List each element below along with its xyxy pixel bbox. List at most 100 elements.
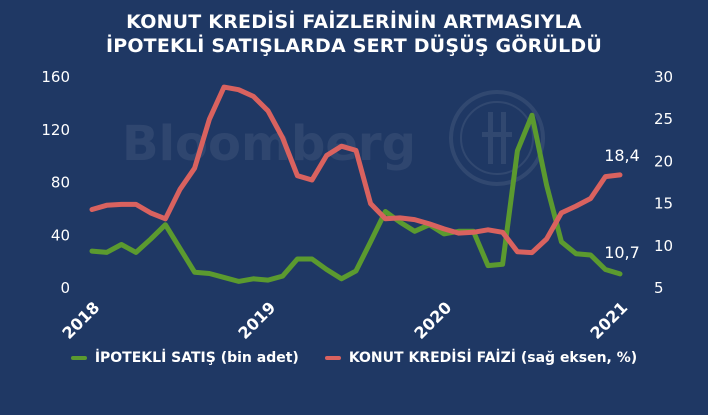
x-tick-label: 2021 <box>586 298 631 343</box>
data-point <box>135 203 137 205</box>
data-point <box>604 269 606 270</box>
data-point <box>355 149 357 151</box>
data-point <box>340 278 342 280</box>
data-point <box>179 247 181 249</box>
right-axis: 5 10 15 20 25 30 <box>654 68 673 297</box>
data-point <box>487 229 489 231</box>
data-point <box>296 258 298 260</box>
legend: İPOTEKLİ SATIŞ (bin adet) KONUT KREDİSİ … <box>0 350 708 366</box>
annotation-layer: 18,4 10,7 <box>604 146 640 262</box>
data-point <box>428 223 430 225</box>
data-point <box>208 118 210 120</box>
data-point <box>502 231 504 233</box>
bloomberg-watermark: Bloomberg <box>122 116 416 172</box>
series-layer <box>89 84 623 284</box>
data-point <box>164 218 166 220</box>
data-point <box>91 209 93 210</box>
left-tick-label: 160 <box>41 68 70 86</box>
data-point <box>91 250 93 252</box>
data-point <box>223 86 225 88</box>
data-point <box>311 179 313 181</box>
data-point <box>414 230 416 232</box>
data-point <box>516 251 518 253</box>
data-point <box>575 253 577 255</box>
data-point <box>267 279 269 281</box>
chart-title: KONUT KREDİSİ FAİZLERİNİN ARTMASIYLA İPO… <box>0 10 708 58</box>
data-point <box>208 273 210 274</box>
right-tick-label: 30 <box>654 68 673 86</box>
data-point <box>472 231 474 233</box>
data-point <box>370 241 372 243</box>
data-point <box>106 251 108 253</box>
left-tick-label: 40 <box>51 226 70 244</box>
x-tick-label: 2018 <box>58 298 103 343</box>
data-point <box>355 270 357 272</box>
data-point <box>179 188 181 190</box>
data-point <box>531 252 533 254</box>
right-tick-label: 20 <box>654 152 673 170</box>
legend-item-mortgage-rate: KONUT KREDİSİ FAİZİ (sağ eksen, %) <box>324 350 638 366</box>
legend-item-mortgage-sales: İPOTEKLİ SATIŞ (bin adet) <box>70 350 299 366</box>
x-axis: 2018 2019 2020 2021 <box>58 298 631 343</box>
data-point <box>194 271 196 273</box>
data-point <box>560 241 562 243</box>
data-point <box>150 212 152 214</box>
data-point <box>370 203 372 205</box>
data-point <box>267 110 269 112</box>
left-tick-label: 0 <box>60 279 70 297</box>
data-point <box>282 275 284 277</box>
data-point <box>296 175 298 177</box>
data-point <box>560 212 562 214</box>
data-point <box>150 238 152 240</box>
data-point <box>443 228 445 230</box>
data-point <box>135 251 137 253</box>
x-tick-label: 2020 <box>410 298 455 343</box>
data-point <box>164 224 166 226</box>
left-axis: 0 40 80 120 160 <box>41 68 70 297</box>
left-tick-label: 80 <box>51 174 70 192</box>
legend-label-mortgage-sales: İPOTEKLİ SATIŞ (bin adet) <box>94 350 299 366</box>
right-tick-label: 10 <box>654 237 673 255</box>
data-point <box>414 219 416 221</box>
data-point <box>223 276 225 278</box>
data-point <box>384 211 386 212</box>
data-point <box>604 176 606 178</box>
data-point <box>120 203 122 205</box>
data-point <box>238 280 240 282</box>
data-point <box>546 184 548 186</box>
legend-swatch-red <box>324 356 341 360</box>
data-point <box>194 167 196 169</box>
data-point <box>487 265 489 267</box>
data-point <box>252 278 254 280</box>
legend-swatch-green <box>70 356 87 360</box>
data-point <box>516 150 518 152</box>
data-point <box>282 137 284 139</box>
data-point <box>120 244 122 245</box>
rate-end-label: 18,4 <box>604 146 640 165</box>
data-point <box>399 221 401 223</box>
right-tick-label: 15 <box>654 195 673 213</box>
right-tick-label: 25 <box>654 110 673 128</box>
title-line-1: KONUT KREDİSİ FAİZLERİNİN ARTMASIYLA <box>126 11 582 33</box>
data-point <box>238 89 240 91</box>
data-point <box>590 198 592 199</box>
data-point <box>619 273 621 275</box>
data-point <box>458 232 460 234</box>
legend-label-mortgage-rate: KONUT KREDİSİ FAİZİ (sağ eksen, %) <box>348 350 638 366</box>
data-point <box>502 263 504 265</box>
title-line-2: İPOTEKLİ SATIŞLARDA SERT DÜŞÜŞ GÖRÜLDÜ <box>105 35 603 57</box>
data-point <box>326 155 328 156</box>
data-point <box>575 205 577 207</box>
data-point <box>252 95 254 97</box>
data-point <box>443 233 445 235</box>
data-point <box>106 204 108 206</box>
data-point <box>590 254 592 256</box>
data-point <box>546 238 548 240</box>
left-tick-label: 120 <box>41 121 70 139</box>
watermark-emblem-icon <box>449 90 545 186</box>
data-point <box>619 174 621 176</box>
data-point <box>399 217 401 219</box>
sales-end-label: 10,7 <box>604 243 640 262</box>
data-point <box>384 218 386 220</box>
